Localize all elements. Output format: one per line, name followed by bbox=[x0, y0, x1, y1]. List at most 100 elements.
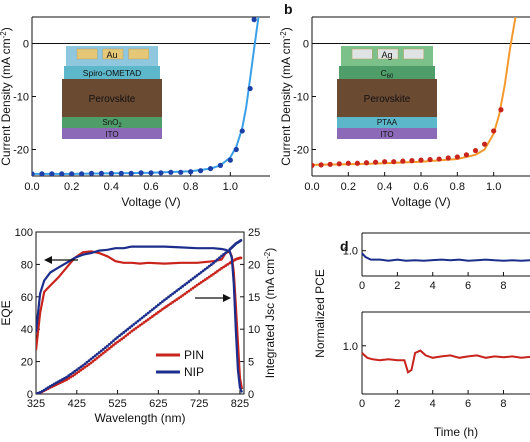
jsc-point-nip bbox=[197, 272, 201, 276]
jsc-point-pin bbox=[187, 289, 191, 293]
jsc-point-nip bbox=[136, 319, 140, 323]
data-point bbox=[391, 159, 397, 165]
jsc-point-nip bbox=[220, 254, 223, 258]
jsc-point-nip bbox=[146, 311, 150, 315]
data-point bbox=[217, 162, 224, 168]
jsc-point-nip bbox=[40, 389, 44, 393]
y2-axis-label: Integrated Jsc (mA cm-2) bbox=[263, 248, 277, 379]
data-point bbox=[463, 152, 470, 158]
jsc-point-pin bbox=[156, 310, 160, 314]
jsc-point-pin bbox=[163, 306, 166, 310]
jsc-point-nip bbox=[224, 251, 228, 255]
jsc-point-pin bbox=[222, 265, 226, 269]
jsc-point-pin bbox=[67, 377, 71, 380]
data-point bbox=[498, 107, 504, 113]
y-tick-label: 0 bbox=[303, 39, 309, 51]
jsc-point-nip bbox=[42, 388, 46, 392]
data-point bbox=[345, 160, 351, 166]
eqe-arrowhead bbox=[44, 256, 52, 264]
jsc-point-nip bbox=[79, 365, 83, 369]
jsc-point-nip bbox=[179, 286, 183, 290]
data-point bbox=[363, 160, 370, 166]
jsc-point-pin bbox=[195, 283, 199, 287]
jsc-point-nip bbox=[118, 334, 122, 338]
y2-tick-label: 0 bbox=[248, 389, 254, 401]
y-tick-label: 60 bbox=[21, 292, 33, 304]
jsc-point-pin bbox=[138, 323, 142, 327]
jsc-point-nip bbox=[89, 357, 93, 361]
data-point bbox=[49, 171, 55, 176]
jsc-point-pin bbox=[150, 315, 154, 318]
data-point bbox=[233, 146, 239, 153]
jsc-point-nip bbox=[203, 267, 207, 271]
jsc-point-nip bbox=[226, 249, 230, 253]
jsc-point-nip bbox=[175, 289, 179, 293]
jsc-point-nip bbox=[191, 277, 195, 280]
jsc-point-nip bbox=[152, 306, 156, 310]
jsc-point-nip bbox=[91, 355, 95, 359]
jsc-point-pin bbox=[161, 307, 164, 311]
jsc-point-nip bbox=[161, 300, 164, 304]
jsc-point-nip bbox=[81, 364, 85, 367]
y-tick-label: -20 bbox=[293, 145, 309, 157]
jsc-point-nip bbox=[177, 287, 181, 291]
data-layer bbox=[32, 17, 260, 176]
jsc-point-nip bbox=[103, 346, 107, 350]
transport-layer bbox=[64, 66, 160, 79]
electrode-label: Au bbox=[106, 50, 117, 60]
jsc-point-pin bbox=[148, 316, 152, 320]
jsc-point-nip bbox=[71, 371, 75, 375]
jsc-point-pin bbox=[71, 374, 75, 378]
jsc-point-pin bbox=[203, 278, 207, 282]
jsc-point-nip bbox=[181, 284, 185, 288]
jsc-point-nip bbox=[87, 359, 91, 363]
jsc-point-nip bbox=[144, 313, 148, 317]
jsc-point-nip bbox=[154, 305, 158, 308]
jsc-point-pin bbox=[126, 332, 130, 336]
jsc-point-nip bbox=[63, 376, 66, 380]
jsc-point-pin bbox=[120, 337, 124, 341]
perovskite-layer bbox=[62, 79, 162, 117]
data-point bbox=[59, 171, 65, 176]
data-point bbox=[312, 162, 315, 168]
jsc-point-nip bbox=[44, 387, 48, 391]
jsc-point-pin bbox=[85, 364, 89, 368]
x-tick-label: 325 bbox=[27, 398, 45, 410]
jsc-point-nip bbox=[38, 390, 42, 394]
data-point bbox=[445, 155, 451, 161]
data-point bbox=[400, 158, 406, 164]
data-point bbox=[178, 169, 184, 175]
jsc-point-nip bbox=[140, 316, 144, 320]
ito-label: ITO bbox=[105, 130, 118, 139]
data-point bbox=[39, 171, 45, 176]
x-tick-label: 2 bbox=[394, 280, 400, 292]
plot-frame bbox=[35, 231, 245, 395]
jsc-point-nip bbox=[46, 386, 50, 389]
y-axis-label: Current Density (mA cm-2) bbox=[0, 27, 13, 165]
data-point bbox=[427, 156, 433, 163]
data-point bbox=[188, 169, 194, 175]
jsc-point-nip bbox=[201, 269, 205, 273]
data-point bbox=[239, 128, 245, 134]
jsc-point-nip bbox=[134, 321, 138, 325]
jsc-point-nip bbox=[163, 298, 166, 302]
jsc-point-pin bbox=[189, 288, 193, 291]
jsc-point-pin bbox=[165, 305, 168, 308]
jsc-point-pin bbox=[177, 296, 181, 300]
jsc-point-nip bbox=[209, 263, 213, 267]
x-tick-label: 425 bbox=[68, 398, 86, 410]
data-point bbox=[158, 170, 164, 176]
x-tick-label: 1.0 bbox=[223, 181, 238, 193]
pce-line-pin bbox=[361, 349, 530, 374]
data-point bbox=[418, 157, 424, 163]
jsc-point-pin bbox=[220, 266, 223, 270]
jsc-point-nip bbox=[57, 380, 60, 384]
jsc-point-nip bbox=[85, 360, 89, 364]
y-tick-label: -20 bbox=[13, 145, 29, 157]
jsc-point-nip bbox=[83, 362, 87, 366]
jsc-point-nip bbox=[95, 352, 99, 356]
y-tick-label: 80 bbox=[21, 259, 33, 271]
y2-tick-label: 20 bbox=[248, 259, 260, 271]
pce-line-nip bbox=[361, 252, 530, 262]
jsc-point-nip bbox=[214, 259, 217, 263]
